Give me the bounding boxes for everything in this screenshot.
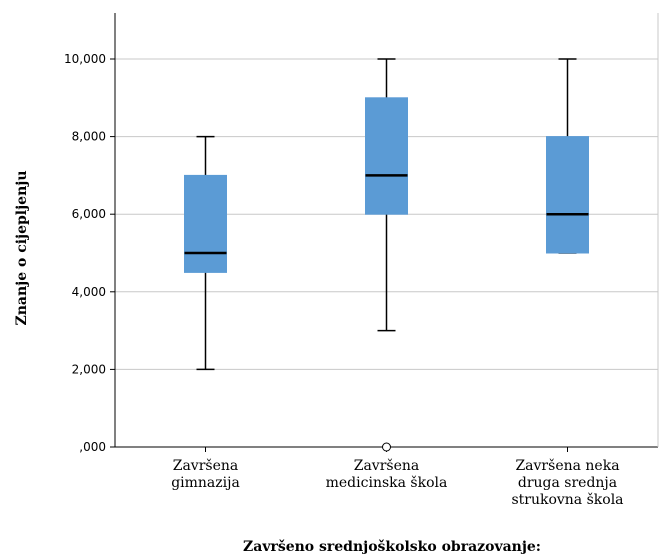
- box-group: [184, 135, 227, 371]
- box-group: [546, 58, 589, 254]
- box-group: [365, 58, 408, 452]
- boxes: [184, 58, 589, 452]
- x-axis-title: Završeno srednjoškolsko obrazovanje:: [243, 539, 541, 555]
- x-category-label: medicinska škola: [326, 474, 448, 491]
- y-tick-label: 8,000: [72, 130, 106, 144]
- x-category-label: gimnazija: [171, 475, 240, 491]
- x-category-label: Završena: [354, 457, 420, 474]
- iqr-box: [365, 97, 408, 215]
- outlier-point: [382, 442, 391, 452]
- y-tick-label: ,000: [79, 440, 106, 454]
- iqr-box: [546, 136, 589, 254]
- x-category-label: druga srednja: [518, 475, 617, 491]
- y-tick-label: 6,000: [72, 207, 106, 221]
- x-category-label: Završena: [173, 457, 239, 474]
- x-category-label: Završena neka: [515, 457, 619, 474]
- y-tick-label: 4,000: [72, 285, 106, 299]
- y-tick-label: 2,000: [72, 362, 106, 376]
- y-axis-title: Znanje o cijepljenju: [14, 170, 30, 325]
- labels: ,0002,0004,0006,0008,00010,000Završenagi…: [64, 52, 624, 508]
- x-category-label: strukovna škola: [511, 491, 623, 508]
- y-tick-label: 10,000: [64, 52, 106, 66]
- iqr-box: [184, 174, 227, 273]
